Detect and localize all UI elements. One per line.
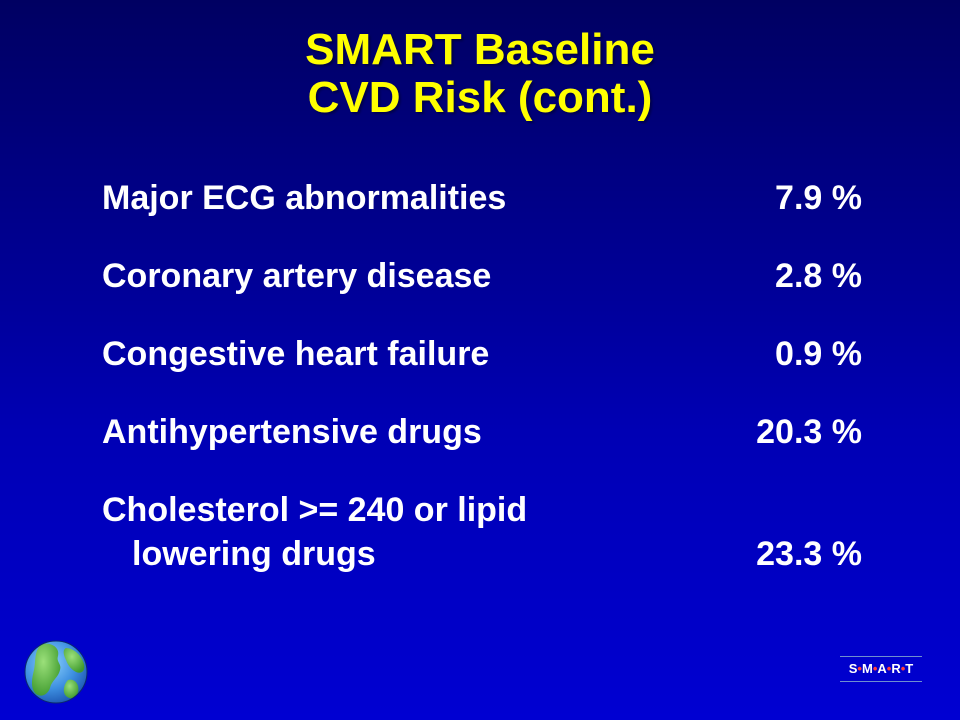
title-line-2: CVD Risk (cont.) bbox=[307, 73, 653, 122]
logo-rule-top bbox=[840, 656, 922, 657]
risk-list: Major ECG abnormalities 7.9 % Coronary a… bbox=[102, 176, 862, 588]
row-label: Major ECG abnormalities bbox=[102, 179, 507, 217]
slide-title: SMART Baseline CVD Risk (cont.) bbox=[0, 26, 960, 122]
logo-letter: T bbox=[905, 661, 914, 676]
row-value: 0.9 % bbox=[775, 335, 862, 373]
row-label: Antihypertensive drugs bbox=[102, 413, 482, 451]
title-line-1: SMART Baseline bbox=[305, 25, 655, 74]
list-item: Cholesterol >= 240 or lipid lowering dru… bbox=[102, 488, 862, 588]
logo-letter: A bbox=[877, 661, 887, 676]
list-item: Coronary artery disease 2.8 % bbox=[102, 254, 862, 332]
logo-letter: M bbox=[861, 661, 873, 676]
logo-text: S•M•A•R•T bbox=[848, 661, 914, 676]
row-label: Coronary artery disease bbox=[102, 257, 492, 295]
row-label: Cholesterol >= 240 or lipid bbox=[102, 491, 528, 529]
list-item: Antihypertensive drugs 20.3 % bbox=[102, 410, 862, 488]
logo-letter: S bbox=[848, 661, 858, 676]
smart-logo: S•M•A•R•T bbox=[836, 654, 926, 684]
list-item: Congestive heart failure 0.9 % bbox=[102, 332, 862, 410]
row-label: Congestive heart failure bbox=[102, 335, 490, 373]
row-label-continued: lowering drugs bbox=[132, 535, 376, 573]
logo-rule-bottom bbox=[840, 681, 922, 682]
globe-icon bbox=[22, 638, 90, 706]
row-value: 23.3 % bbox=[756, 535, 862, 573]
row-value: 7.9 % bbox=[775, 179, 862, 217]
row-value: 2.8 % bbox=[775, 257, 862, 295]
row-value: 20.3 % bbox=[756, 413, 862, 451]
list-item: Major ECG abnormalities 7.9 % bbox=[102, 176, 862, 254]
logo-letter: R bbox=[891, 661, 901, 676]
